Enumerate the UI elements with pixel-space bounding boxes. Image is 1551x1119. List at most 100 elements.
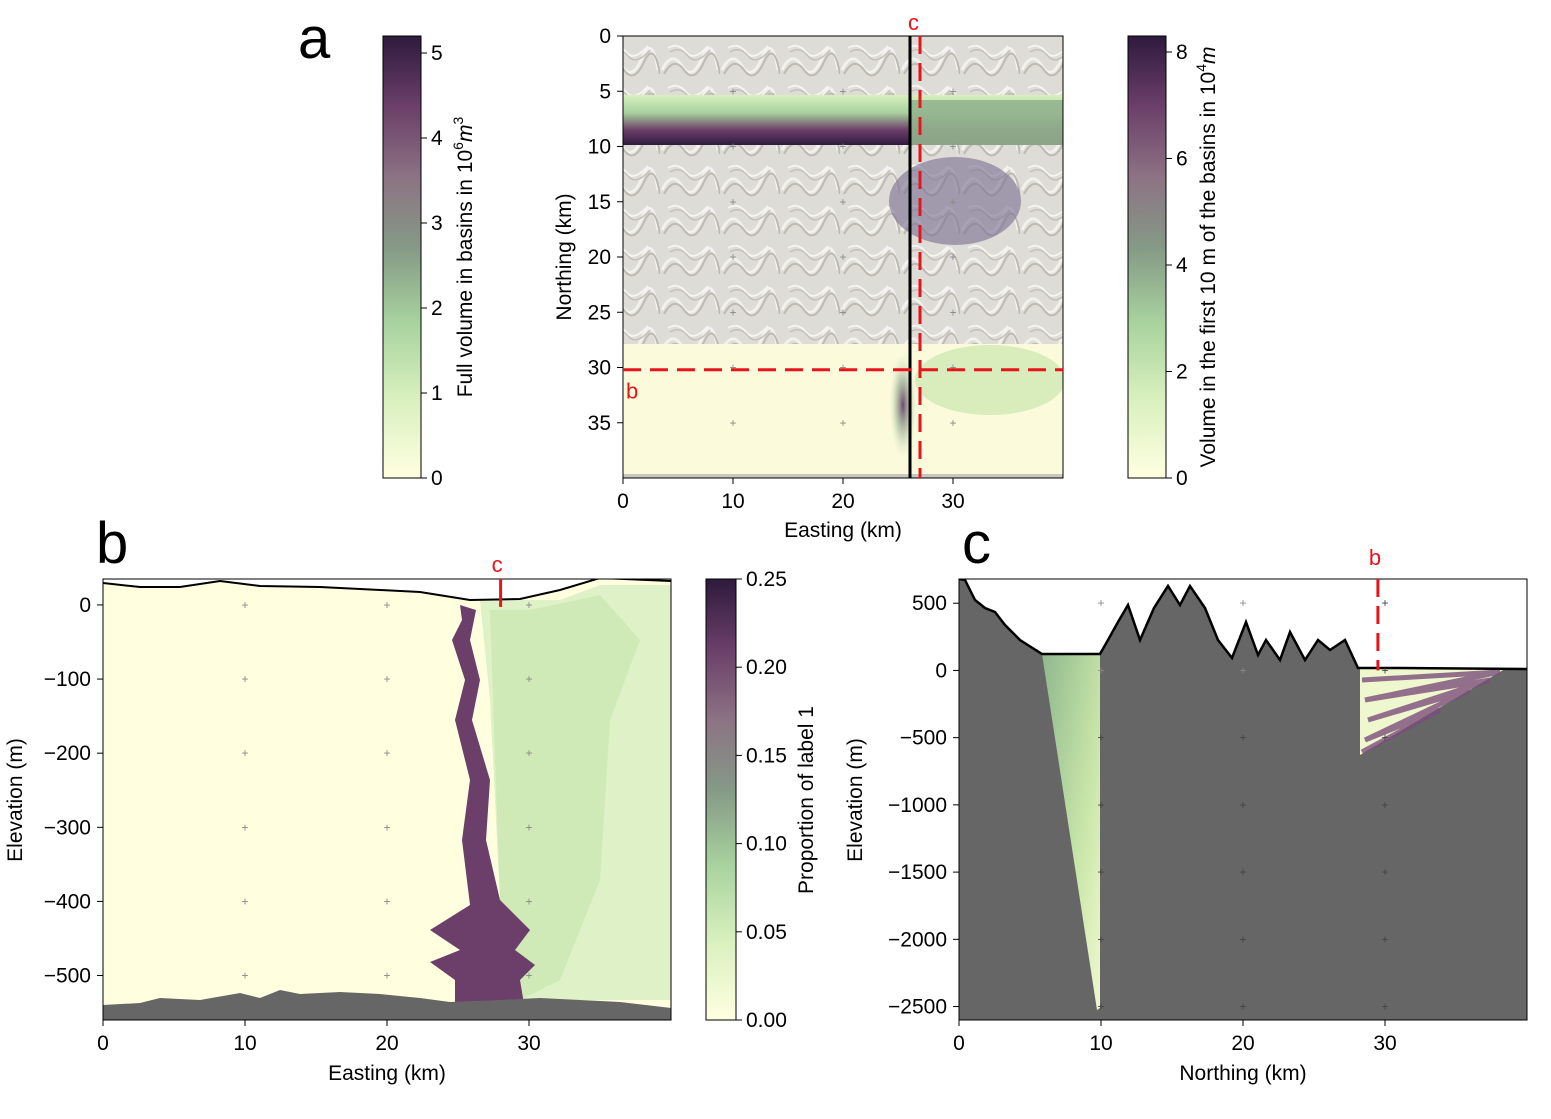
map-grid-marker: +	[949, 195, 956, 209]
section-line-b-label: b	[626, 379, 638, 404]
colorbar-full-volume-tick-label: 3	[431, 212, 443, 235]
section-b-x-tick-label: 20	[375, 1032, 398, 1055]
map-grid-marker: +	[949, 250, 956, 264]
section-c-grid-marker: +	[1381, 1000, 1388, 1014]
section-b-grid-marker: +	[525, 820, 532, 834]
section-c-y-tick-label: −1000	[888, 794, 947, 817]
section-b-grid-marker: +	[525, 969, 532, 983]
map-grid-marker: +	[729, 305, 736, 319]
section-c-grid-marker: +	[1239, 865, 1246, 879]
map-grid-marker: +	[729, 250, 736, 264]
map-y-tick-label: 10	[588, 136, 611, 159]
colorbar-first-10m-tick-label: 6	[1176, 147, 1188, 170]
section-c-x-tick-label: 20	[1231, 1032, 1254, 1055]
section-b-y-tick-label: −500	[44, 965, 91, 988]
colorbar-proportion: 0.00 0.05 0.10 0.15 0.20 0.25 Proportion of l…	[705, 568, 818, 1032]
colorbar-full-volume-gradient	[382, 35, 422, 479]
map-y-tick-label: 5	[599, 80, 611, 103]
colorbar-proportion-tick-label: 0.20	[746, 656, 787, 679]
section-line-c-label: c	[908, 10, 919, 35]
map-grid-marker: +	[949, 361, 956, 375]
map-south-edge	[623, 474, 1063, 478]
map-grid-marker: +	[839, 84, 846, 98]
section-b-y-tick-label: −300	[44, 816, 91, 839]
colorbar-first-10m-gradient	[1127, 35, 1167, 479]
map-grid-marker: +	[729, 195, 736, 209]
section-b-y-tick-label: −400	[44, 890, 91, 913]
colorbar-full-volume-tick-label: 2	[431, 297, 443, 320]
section-c-grid-marker: +	[1381, 731, 1388, 745]
map-y-tick-label: 15	[588, 191, 611, 214]
map-y-tick-label: 35	[588, 412, 611, 435]
map-x-label: Easting (km)	[784, 519, 902, 542]
section-c-grid-marker: +	[1097, 596, 1104, 610]
map-grid-marker: +	[839, 305, 846, 319]
map-y-label: Northing (km)	[553, 193, 576, 320]
section-c-grid-marker: +	[1381, 663, 1388, 677]
colorbar-proportion-gradient	[705, 578, 737, 1021]
section-b-x-tick-label: 10	[233, 1032, 256, 1055]
section-c-x-tick-label: 0	[953, 1032, 965, 1055]
section-c-grid-marker: +	[1381, 798, 1388, 812]
panel-label-a: a	[298, 6, 331, 71]
section-b-grid-marker: +	[525, 598, 532, 612]
map-grid-marker: +	[839, 140, 846, 154]
colorbar-full-volume-tick-label: 5	[431, 42, 443, 65]
section-b-surface-line	[103, 579, 671, 602]
section-b-x-label: Easting (km)	[328, 1062, 446, 1085]
map-y-tick-label: 25	[588, 301, 611, 324]
map-grid-marker: +	[949, 140, 956, 154]
section-b-grid-marker: +	[241, 894, 248, 908]
map-y-tick-label: 0	[599, 25, 611, 48]
section-b-grid-marker: +	[241, 672, 248, 686]
section-b-grid-marker: +	[383, 746, 390, 760]
section-c-y-label: Elevation (m)	[844, 738, 867, 862]
colorbar-full-volume-tick-label: 4	[431, 127, 443, 150]
section-c-x-label: Northing (km)	[1179, 1062, 1306, 1085]
section-b-x-tick-label: 30	[517, 1032, 540, 1055]
section-c-y-tick-label: 0	[935, 659, 947, 682]
section-b-y-label: Elevation (m)	[4, 738, 27, 862]
map-y-tick-label: 30	[588, 357, 611, 380]
section-c-grid-marker: +	[1239, 1000, 1246, 1014]
map-grid-marker: +	[839, 416, 846, 430]
colorbar-proportion-tick-label: 0.10	[746, 833, 787, 856]
section-b-x-tick-label: 0	[97, 1032, 109, 1055]
colorbar-full-volume-tick-label: 1	[431, 382, 443, 405]
section-c-grid-marker: +	[1097, 865, 1104, 879]
section-c-basin-south-streaks	[1360, 669, 1501, 755]
map-grid-marker: +	[839, 195, 846, 209]
colorbar-full-volume-tick-label: 0	[431, 467, 443, 490]
map-x-tick-label: 30	[941, 490, 964, 513]
section-b-grid-marker: +	[241, 969, 248, 983]
section-b-grid-marker: +	[241, 598, 248, 612]
section-b-grid-marker: +	[383, 672, 390, 686]
section-c-surface-line	[959, 579, 1527, 671]
section-b-green-inner	[490, 595, 640, 1000]
section-b-y-tick-label: 0	[79, 594, 91, 617]
section-c-grid-marker: +	[1381, 865, 1388, 879]
section-c-grid-marker: +	[1239, 596, 1246, 610]
map-grid-marker: +	[729, 416, 736, 430]
section-b-grid-marker: +	[525, 672, 532, 686]
colorbar-first-10m: 0 2 4 6 8 Volume in the first 10 m of the ba…	[1127, 35, 1220, 490]
section-b-bedrock	[103, 990, 671, 1020]
map-x-tick-label: 0	[617, 490, 629, 513]
section-b-grid-marker: +	[383, 969, 390, 983]
section-c-marker-b-label: b	[1369, 545, 1381, 570]
map-grid-marker: +	[729, 140, 736, 154]
section-b-grid-marker: +	[383, 598, 390, 612]
section-c-grid-marker: +	[1381, 596, 1388, 610]
section-c-air	[959, 579, 1527, 669]
colorbar-proportion-tick-label: 0.00	[746, 1009, 787, 1032]
colorbar-proportion-tick-label: 0.15	[746, 744, 787, 767]
map-grid-marker: +	[729, 361, 736, 375]
map-dark-plume	[889, 350, 917, 460]
section-c-y-tick-label: 500	[912, 592, 947, 615]
map-green-plume	[915, 345, 1063, 415]
map-grid-marker: +	[949, 305, 956, 319]
section-b-plume	[430, 605, 535, 1010]
colorbar-first-10m-tick-label: 2	[1176, 360, 1188, 383]
colorbar-proportion-label: Proportion of label 1	[795, 706, 818, 894]
map-basin-north-east	[910, 100, 1063, 145]
